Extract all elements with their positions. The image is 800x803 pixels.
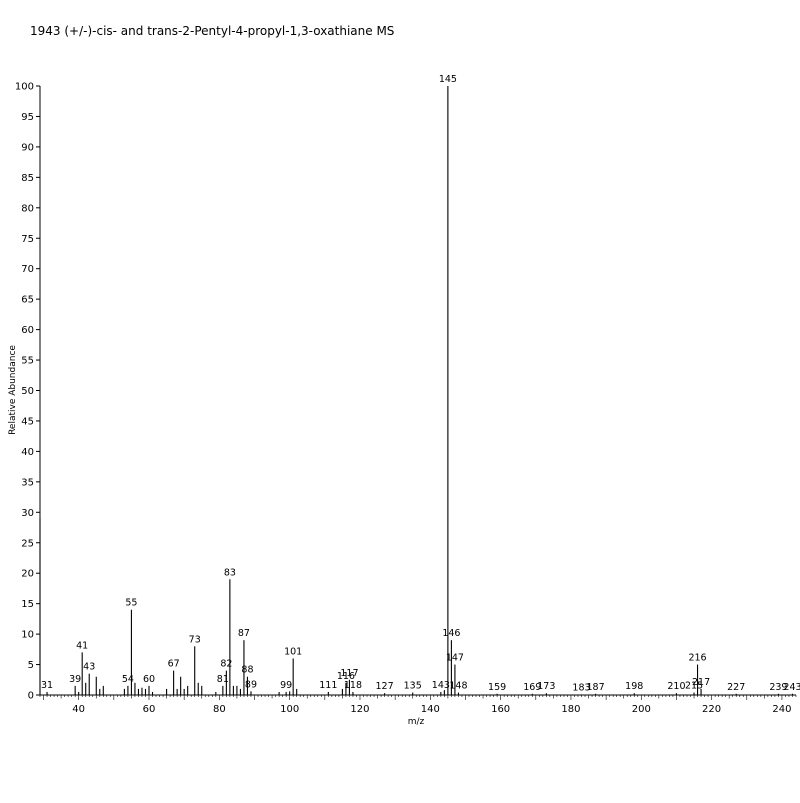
x-tick-label: 120 xyxy=(350,704,369,715)
peak-label-147: 147 xyxy=(446,653,464,664)
y-tick-label: 35 xyxy=(21,477,34,488)
y-tick-label: 0 xyxy=(28,691,34,702)
peak-label-88: 88 xyxy=(241,665,253,676)
y-tick-label: 80 xyxy=(21,203,34,214)
y-axis-title: Relative Abundance xyxy=(8,345,18,435)
y-tick-label: 15 xyxy=(21,599,34,610)
peak-label-183: 183 xyxy=(572,682,590,693)
y-tick-label: 30 xyxy=(21,508,34,519)
y-tick-label: 45 xyxy=(21,416,34,427)
peak-label-239: 239 xyxy=(769,682,787,693)
peak-label-117: 117 xyxy=(340,668,358,679)
peak-label-89: 89 xyxy=(245,679,257,690)
x-tick-label: 160 xyxy=(491,704,510,715)
peak-label-111: 111 xyxy=(319,680,337,691)
peak-label-82: 82 xyxy=(220,659,232,670)
x-axis-title: m/z xyxy=(408,717,425,727)
x-ticks: 40 60 80 100 120 140 160 180 200 220 240 xyxy=(39,695,797,715)
peak-label-145: 145 xyxy=(439,74,457,85)
peak-label-118: 118 xyxy=(344,680,362,691)
x-tick-label: 60 xyxy=(143,704,156,715)
peak-label-210: 210 xyxy=(667,681,685,692)
y-tick-label: 55 xyxy=(21,356,34,367)
y-tick-label: 90 xyxy=(21,142,34,153)
x-tick-label: 240 xyxy=(772,704,791,715)
peak-label-198: 198 xyxy=(625,681,643,692)
peak-label-81: 81 xyxy=(217,674,229,685)
peak-label-217: 217 xyxy=(692,677,710,688)
peak-label-39: 39 xyxy=(69,674,81,685)
peak-label-159: 159 xyxy=(488,682,506,693)
y-tick-label: 85 xyxy=(21,173,34,184)
peak-label-227: 227 xyxy=(727,682,745,693)
peak-label-67: 67 xyxy=(168,659,180,670)
y-tick-label: 25 xyxy=(21,538,34,549)
peak-label-54: 54 xyxy=(122,674,134,685)
peak-label-135: 135 xyxy=(404,681,422,692)
y-tick-label: 70 xyxy=(21,264,34,275)
x-tick-label: 40 xyxy=(72,704,85,715)
x-tick-label: 220 xyxy=(702,704,721,715)
y-ticks: 0 5 10 15 20 25 30 35 40 45 50 55 60 65 70 75 80 85 90 95 10… xyxy=(15,82,40,702)
y-tick-label: 5 xyxy=(28,660,34,671)
y-tick-label: 60 xyxy=(21,325,34,336)
x-tick-label: 200 xyxy=(632,704,651,715)
peak-label-143: 143 xyxy=(432,680,450,691)
x-tick-label: 100 xyxy=(280,704,299,715)
peak-label-243: 243 xyxy=(783,682,800,693)
x-tick-label: 180 xyxy=(561,704,580,715)
y-tick-label: 100 xyxy=(15,82,34,93)
peak-label-101: 101 xyxy=(284,646,302,657)
peak-label-60: 60 xyxy=(143,674,155,685)
y-tick-label: 65 xyxy=(21,295,34,306)
peak-label-187: 187 xyxy=(587,682,605,693)
y-tick-label: 75 xyxy=(21,234,34,245)
peak-label-146: 146 xyxy=(442,628,460,639)
chart-title: 1943 (+/-)-cis- and trans-2-Pentyl-4-pro… xyxy=(30,24,395,38)
x-tick-label: 80 xyxy=(213,704,226,715)
peak-label-83: 83 xyxy=(224,567,236,578)
peak-label-173: 173 xyxy=(537,681,555,692)
peak-label-169: 169 xyxy=(523,682,541,693)
peak-label-31: 31 xyxy=(41,680,53,691)
peak-label-116: 116 xyxy=(337,671,355,682)
peak-label-216: 216 xyxy=(688,653,706,664)
peak-label-215: 215 xyxy=(685,681,703,692)
y-tick-label: 40 xyxy=(21,447,34,458)
peak-label-99: 99 xyxy=(280,680,292,691)
y-tick-label: 95 xyxy=(21,112,34,123)
y-tick-label: 20 xyxy=(21,569,34,580)
x-tick-label: 140 xyxy=(421,704,440,715)
peak-label-41: 41 xyxy=(76,640,88,651)
peak-label-87: 87 xyxy=(238,628,250,639)
peak-label-43: 43 xyxy=(83,662,95,673)
axes: Relative Abundance m/z xyxy=(8,86,796,727)
peak-label-73: 73 xyxy=(189,634,201,645)
peak-label-55: 55 xyxy=(125,598,137,609)
peaks xyxy=(39,86,794,695)
peak-label-127: 127 xyxy=(376,681,394,692)
y-tick-label: 50 xyxy=(21,386,34,397)
y-tick-label: 10 xyxy=(21,630,34,641)
peak-label-148: 148 xyxy=(449,681,467,692)
